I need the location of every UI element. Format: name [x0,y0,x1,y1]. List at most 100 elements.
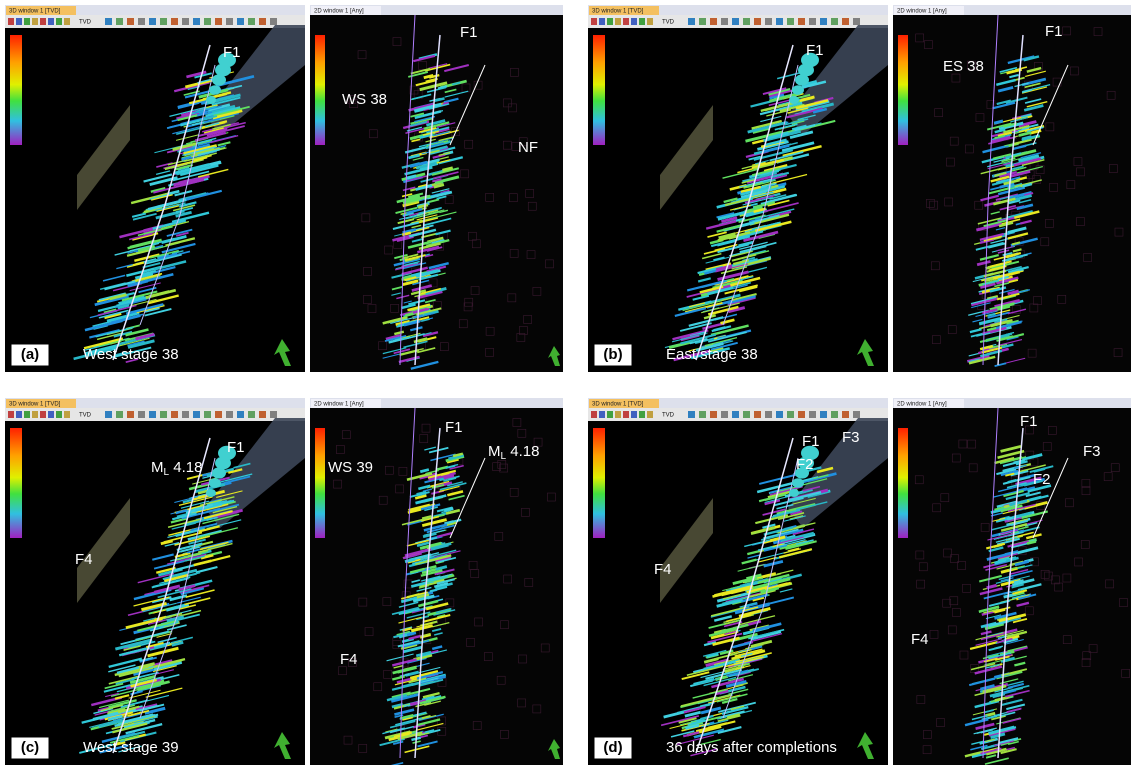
toolbar-icon [237,18,244,25]
toolbar-icon [138,411,145,418]
toolbar-icon [204,411,211,418]
toolbar-icon [270,18,277,25]
annotation: F3 [1083,443,1101,460]
annotation-text: ES 38 [943,58,984,75]
annotation-text: F2 [1033,471,1051,488]
toolbar-label: TVD [79,413,92,419]
toolbar-icon [842,411,849,418]
toolbar-icon [765,411,772,418]
toolbar-icon [710,411,717,418]
toolbar-icon [591,18,597,25]
panel: 3D window 1 [TVD]TVD(b)East stage 38F12D… [588,5,1131,372]
toolbar-icon [831,411,838,418]
toolbar-icon [639,411,645,418]
toolbar-icon [204,18,211,25]
figure: 3D window 1 [TVD]TVD(a)West stage 38F12D… [0,0,1131,765]
tab-title: 3D window 1 [TVD] [9,9,61,15]
toolbar-icon [853,18,860,25]
panel: 3D window 1 [TVD]TVD(c)West stage 39F1ML… [5,398,563,765]
toolbar-icon [591,411,597,418]
caption: East stage 38 [666,346,758,363]
toolbar-icon [48,411,54,418]
annotation: F1 [223,44,241,61]
toolbar-icon [64,411,70,418]
toolbar-icon [64,18,70,25]
toolbar-icon [171,411,178,418]
toolbar-icon [615,411,621,418]
window-2d: 2D window 1 [Any]F1ML 4.18WS 39F4 [310,398,563,765]
event [209,85,221,95]
annotation-text: F1 [802,433,820,450]
toolbar-icon [754,18,761,25]
annotation-text: F1 [806,42,824,59]
annotation-text: F4 [654,561,672,578]
toolbar-icon [116,18,123,25]
toolbar-icon [193,411,200,418]
toolbar-icon [32,18,38,25]
toolbar-label: TVD [79,20,92,26]
toolbar-icon [48,18,54,25]
tab-title: 3D window 1 [TVD] [592,9,644,15]
toolbar-icon [721,18,728,25]
annotation-text: WS 38 [342,91,387,108]
color-bar [315,428,325,538]
tab-title: 2D window 1 [Any] [314,402,364,408]
color-bar [10,35,22,145]
toolbar-icon [831,18,838,25]
toolbar-icon [248,18,255,25]
window-3d: 3D window 1 [TVD]TVD(c)West stage 39F1ML… [5,398,305,765]
toolbar-icon [647,18,653,25]
toolbar-icon [820,18,827,25]
toolbar-icon [721,411,728,418]
toolbar-icon [732,411,739,418]
toolbar-icon [853,411,860,418]
annotation: F1 [802,433,820,450]
toolbar-label: TVD [662,413,675,419]
tab-title: 3D window 1 [TVD] [9,402,61,408]
toolbar-icon [160,18,167,25]
panel-label: (d) [603,739,622,756]
annotation: ES 38 [943,58,984,75]
toolbar-icon [599,411,605,418]
toolbar-icon [842,18,849,25]
toolbar-icon [248,411,255,418]
toolbar-icon [32,411,38,418]
toolbar-icon [623,18,629,25]
annotation: F1 [1045,23,1063,40]
event [209,478,221,488]
panel-label: (c) [21,739,39,756]
event [789,489,799,497]
annotation: F1 [227,439,245,456]
toolbar-icon [24,18,30,25]
toolbar-label: TVD [662,20,675,26]
annotation: F4 [75,551,93,568]
annotation: F1 [445,419,463,436]
color-bar [10,428,22,538]
toolbar-icon [699,18,706,25]
toolbar-icon [8,18,14,25]
annotation-text: F1 [223,44,241,61]
annotation-text: F1 [1045,23,1063,40]
annotation-text: F3 [1083,443,1101,460]
caption: West stage 38 [83,346,179,363]
caption: West stage 39 [83,739,179,756]
toolbar-icon [607,411,613,418]
event [206,96,216,104]
annotation: WS 39 [328,459,373,476]
toolbar-icon [105,18,112,25]
annotation-text: F4 [340,651,358,668]
toolbar-icon [259,411,266,418]
toolbar-icon [56,411,62,418]
annotation-text: NF [518,139,538,156]
toolbar-icon [16,411,22,418]
toolbar-icon [787,18,794,25]
toolbar-icon [623,411,629,418]
annotation: NF [518,139,538,156]
color-bar [898,35,908,145]
tab-title: 2D window 1 [Any] [314,9,364,15]
caption: 36 days after completions [666,739,837,756]
window-2d: 2D window 1 [Any]F1ES 38 [893,5,1131,372]
toolbar-icon [171,18,178,25]
toolbar-icon [776,411,783,418]
toolbar-icon [149,18,156,25]
